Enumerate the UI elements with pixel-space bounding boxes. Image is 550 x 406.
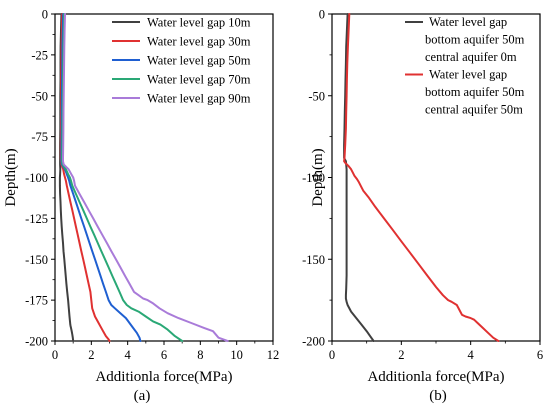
x-tick-label: 0: [329, 348, 335, 362]
series-line-2: [343, 13, 500, 342]
x-axis-title: Additionla force(MPa): [367, 369, 504, 385]
y-tick-label: -200: [25, 335, 48, 349]
legend-label: Water level gap: [429, 15, 507, 29]
legend-label: central aquifer 50m: [425, 103, 523, 117]
legend: Water level gap 10m Water level gap 30m Wa…: [112, 16, 251, 106]
x-tick-label: 6: [161, 348, 167, 362]
x-axis-title: Additionla force(MPa): [95, 369, 232, 385]
y-tick-label: -100: [302, 171, 325, 185]
y-axis-title: Depth(m): [310, 148, 326, 206]
y-tick-label: -200: [302, 335, 325, 349]
y-tick-label: -50: [308, 89, 325, 103]
legend-label: Water level gap: [429, 68, 507, 82]
series-line-1: [343, 13, 375, 342]
x-tick-label: 0: [52, 348, 58, 362]
x-tick-label: 12: [267, 348, 280, 362]
x-tick-label: 4: [468, 348, 475, 362]
x-tick-label: 10: [230, 348, 243, 362]
y-tick-label: -125: [25, 212, 48, 226]
y-tick-label: -150: [302, 253, 325, 267]
legend-label: Water level gap 90m: [147, 92, 251, 106]
x-tick-label: 6: [537, 348, 543, 362]
panel-a: 0 2 4 6 8 10 12 0 -25 -50 -75 -100 -125 -150 -175 -200 A…: [3, 8, 279, 405]
series-line-5: [62, 13, 229, 342]
panel-label: (b): [429, 388, 447, 404]
y-tick-label: 0: [42, 8, 48, 22]
x-tick-label: 2: [398, 348, 404, 362]
legend-label: Water level gap 10m: [147, 16, 251, 30]
legend: Water level gap bottom aquifer 50m central…: [405, 15, 525, 117]
legend-label: Water level gap 30m: [147, 35, 251, 49]
x-tick-label: 8: [197, 348, 203, 362]
y-tick-label: -175: [25, 294, 48, 308]
y-tick-label: -25: [31, 48, 48, 62]
panel-label: (a): [134, 388, 151, 404]
y-tick-label: -100: [25, 171, 48, 185]
y-tick-label: -50: [31, 89, 48, 103]
y-tick-label: 0: [319, 8, 325, 22]
legend-label: central aquifer 0m: [425, 50, 517, 64]
x-tick-label: 4: [125, 348, 132, 362]
legend-label: Water level gap 70m: [147, 73, 251, 87]
legend-label: Water level gap 50m: [147, 54, 251, 68]
y-tick-label: -75: [31, 130, 48, 144]
y-axis-title: Depth(m): [3, 148, 19, 206]
legend-label: bottom aquifer 50m: [425, 85, 525, 99]
y-tick-label: -150: [25, 253, 48, 267]
x-tick-label: 2: [88, 348, 94, 362]
panel-b: 0 2 4 6 0 -50 -100 -150 -200 Additionla force(MPa…: [302, 8, 543, 405]
legend-label: bottom aquifer 50m: [425, 33, 525, 47]
